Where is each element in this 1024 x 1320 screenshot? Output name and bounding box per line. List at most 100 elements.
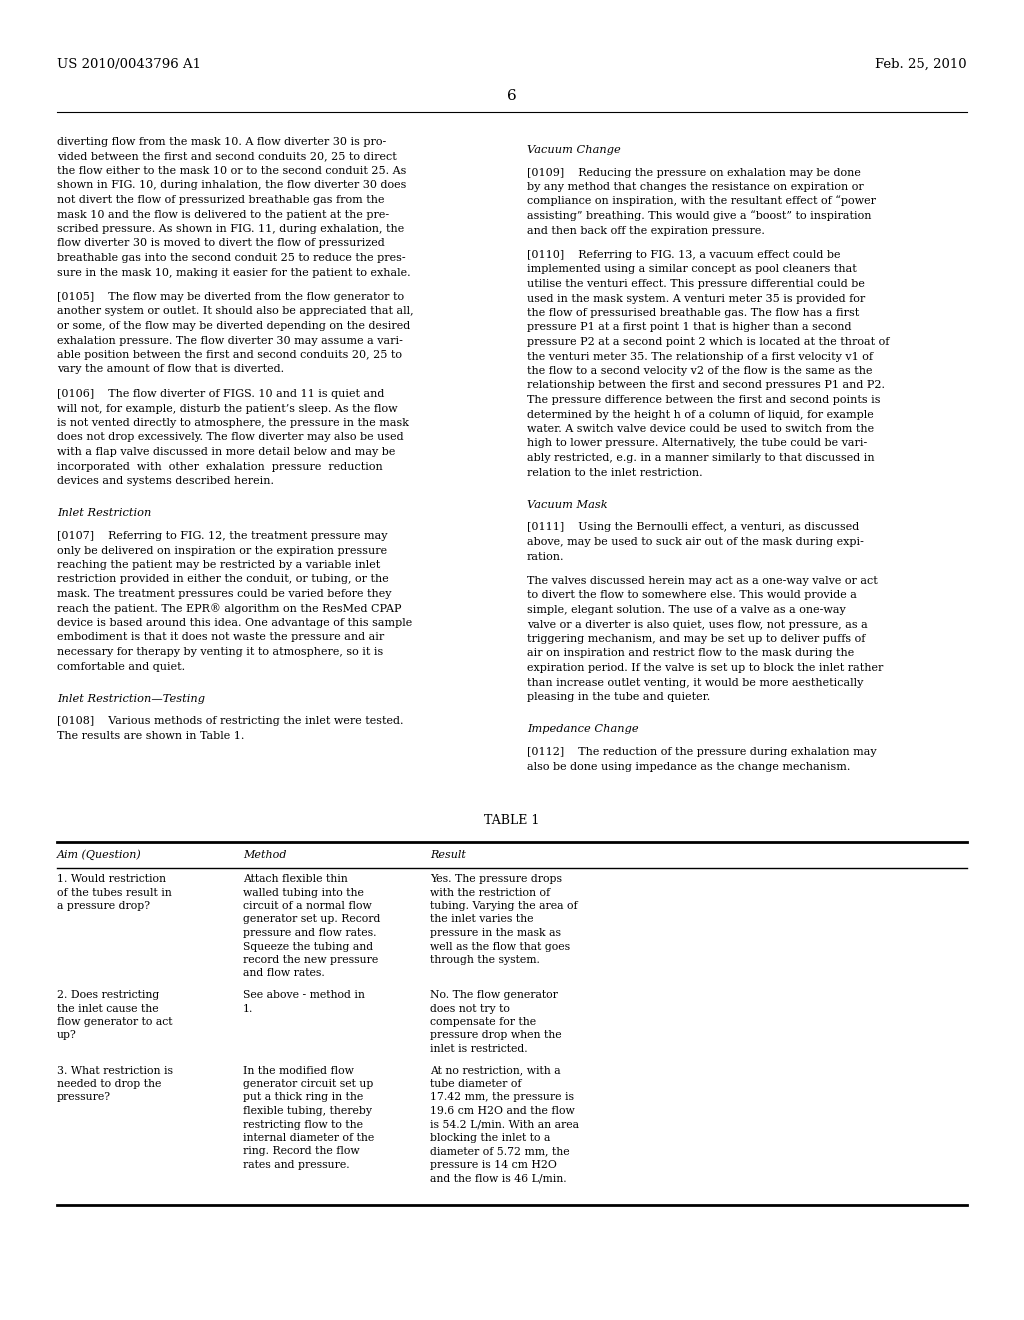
Text: The results are shown in Table 1.: The results are shown in Table 1.	[57, 731, 245, 741]
Text: ration.: ration.	[527, 552, 564, 561]
Text: water. A switch valve device could be used to switch from the: water. A switch valve device could be us…	[527, 424, 874, 434]
Text: [0106]    The flow diverter of FIGS. 10 and 11 is quiet and: [0106] The flow diverter of FIGS. 10 and…	[57, 389, 384, 399]
Text: mask. The treatment pressures could be varied before they: mask. The treatment pressures could be v…	[57, 589, 391, 599]
Text: expiration period. If the valve is set up to block the inlet rather: expiration period. If the valve is set u…	[527, 663, 884, 673]
Text: At no restriction, with a: At no restriction, with a	[430, 1065, 560, 1076]
Text: rates and pressure.: rates and pressure.	[243, 1160, 349, 1170]
Text: is not vented directly to atmosphere, the pressure in the mask: is not vented directly to atmosphere, th…	[57, 418, 409, 428]
Text: Squeeze the tubing and: Squeeze the tubing and	[243, 941, 373, 952]
Text: the inlet cause the: the inlet cause the	[57, 1003, 159, 1014]
Text: pleasing in the tube and quieter.: pleasing in the tube and quieter.	[527, 692, 711, 702]
Text: pressure drop when the: pressure drop when the	[430, 1031, 561, 1040]
Text: relation to the inlet restriction.: relation to the inlet restriction.	[527, 467, 702, 478]
Text: used in the mask system. A venturi meter 35 is provided for: used in the mask system. A venturi meter…	[527, 293, 865, 304]
Text: only be delivered on inspiration or the expiration pressure: only be delivered on inspiration or the …	[57, 545, 387, 556]
Text: Method: Method	[243, 850, 287, 861]
Text: flexible tubing, thereby: flexible tubing, thereby	[243, 1106, 372, 1115]
Text: 19.6 cm H2O and the flow: 19.6 cm H2O and the flow	[430, 1106, 574, 1115]
Text: The valves discussed herein may act as a one-way valve or act: The valves discussed herein may act as a…	[527, 576, 878, 586]
Text: [0111]    Using the Bernoulli effect, a venturi, as discussed: [0111] Using the Bernoulli effect, a ven…	[527, 523, 859, 532]
Text: Inlet Restriction—Testing: Inlet Restriction—Testing	[57, 694, 205, 704]
Text: diverting flow from the mask 10. A flow diverter 30 is pro-: diverting flow from the mask 10. A flow …	[57, 137, 386, 147]
Text: flow generator to act: flow generator to act	[57, 1016, 172, 1027]
Text: No. The flow generator: No. The flow generator	[430, 990, 558, 1001]
Text: 1. Would restriction: 1. Would restriction	[57, 874, 166, 884]
Text: generator circuit set up: generator circuit set up	[243, 1078, 374, 1089]
Text: 3. What restriction is: 3. What restriction is	[57, 1065, 173, 1076]
Text: pressure P1 at a first point 1 that is higher than a second: pressure P1 at a first point 1 that is h…	[527, 322, 852, 333]
Text: In the modified flow: In the modified flow	[243, 1065, 354, 1076]
Text: well as the flow that goes: well as the flow that goes	[430, 941, 570, 952]
Text: the flow of pressurised breathable gas. The flow has a first: the flow of pressurised breathable gas. …	[527, 308, 859, 318]
Text: than increase outlet venting, it would be more aesthetically: than increase outlet venting, it would b…	[527, 677, 863, 688]
Text: utilise the venturi effect. This pressure differential could be: utilise the venturi effect. This pressur…	[527, 279, 865, 289]
Text: [0112]    The reduction of the pressure during exhalation may: [0112] The reduction of the pressure dur…	[527, 747, 877, 756]
Text: circuit of a normal flow: circuit of a normal flow	[243, 902, 372, 911]
Text: to divert the flow to somewhere else. This would provide a: to divert the flow to somewhere else. Th…	[527, 590, 857, 601]
Text: the flow either to the mask 10 or to the second conduit 25. As: the flow either to the mask 10 or to the…	[57, 166, 407, 176]
Text: also be done using impedance as the change mechanism.: also be done using impedance as the chan…	[527, 762, 850, 771]
Text: pressure is 14 cm H2O: pressure is 14 cm H2O	[430, 1160, 557, 1170]
Text: Result: Result	[430, 850, 466, 861]
Text: [0110]    Referring to FIG. 13, a vacuum effect could be: [0110] Referring to FIG. 13, a vacuum ef…	[527, 249, 841, 260]
Text: reach the patient. The EPR® algorithm on the ResMed CPAP: reach the patient. The EPR® algorithm on…	[57, 603, 401, 614]
Text: and the flow is 46 L/min.: and the flow is 46 L/min.	[430, 1173, 566, 1184]
Text: vided between the first and second conduits 20, 25 to direct: vided between the first and second condu…	[57, 152, 396, 161]
Text: determined by the height h of a column of liquid, for example: determined by the height h of a column o…	[527, 409, 873, 420]
Text: pressure in the mask as: pressure in the mask as	[430, 928, 561, 939]
Text: ring. Record the flow: ring. Record the flow	[243, 1147, 359, 1156]
Text: restriction provided in either the conduit, or tubing, or the: restriction provided in either the condu…	[57, 574, 389, 585]
Text: 6: 6	[507, 88, 517, 103]
Text: above, may be used to suck air out of the mask during expi-: above, may be used to suck air out of th…	[527, 537, 864, 546]
Text: Impedance Change: Impedance Change	[527, 725, 639, 734]
Text: a pressure drop?: a pressure drop?	[57, 902, 150, 911]
Text: reaching the patient may be restricted by a variable inlet: reaching the patient may be restricted b…	[57, 560, 380, 570]
Text: devices and systems described herein.: devices and systems described herein.	[57, 477, 274, 486]
Text: exhalation pressure. The flow diverter 30 may assume a vari-: exhalation pressure. The flow diverter 3…	[57, 335, 402, 346]
Text: internal diameter of the: internal diameter of the	[243, 1133, 374, 1143]
Text: [0109]    Reducing the pressure on exhalation may be done: [0109] Reducing the pressure on exhalati…	[527, 168, 861, 177]
Text: scribed pressure. As shown in FIG. 11, during exhalation, the: scribed pressure. As shown in FIG. 11, d…	[57, 224, 404, 234]
Text: Inlet Restriction: Inlet Restriction	[57, 508, 152, 519]
Text: US 2010/0043796 A1: US 2010/0043796 A1	[57, 58, 201, 71]
Text: high to lower pressure. Alternatively, the tube could be vari-: high to lower pressure. Alternatively, t…	[527, 438, 867, 449]
Text: with the restriction of: with the restriction of	[430, 887, 550, 898]
Text: simple, elegant solution. The use of a valve as a one-way: simple, elegant solution. The use of a v…	[527, 605, 846, 615]
Text: Attach flexible thin: Attach flexible thin	[243, 874, 348, 884]
Text: able position between the first and second conduits 20, 25 to: able position between the first and seco…	[57, 350, 402, 360]
Text: device is based around this idea. One advantage of this sample: device is based around this idea. One ad…	[57, 618, 413, 628]
Text: pressure?: pressure?	[57, 1093, 111, 1102]
Text: Vacuum Mask: Vacuum Mask	[527, 500, 607, 510]
Text: inlet is restricted.: inlet is restricted.	[430, 1044, 527, 1053]
Text: with a flap valve discussed in more detail below and may be: with a flap valve discussed in more deta…	[57, 447, 395, 457]
Text: sure in the mask 10, making it easier for the patient to exhale.: sure in the mask 10, making it easier fo…	[57, 268, 411, 277]
Text: assisting” breathing. This would give a “boost” to inspiration: assisting” breathing. This would give a …	[527, 210, 871, 220]
Text: 17.42 mm, the pressure is: 17.42 mm, the pressure is	[430, 1093, 574, 1102]
Text: tube diameter of: tube diameter of	[430, 1078, 521, 1089]
Text: of the tubes result in: of the tubes result in	[57, 887, 172, 898]
Text: incorporated  with  other  exhalation  pressure  reduction: incorporated with other exhalation press…	[57, 462, 383, 471]
Text: pressure and flow rates.: pressure and flow rates.	[243, 928, 377, 939]
Text: walled tubing into the: walled tubing into the	[243, 887, 364, 898]
Text: put a thick ring in the: put a thick ring in the	[243, 1093, 364, 1102]
Text: implemented using a similar concept as pool cleaners that: implemented using a similar concept as p…	[527, 264, 857, 275]
Text: 2. Does restricting: 2. Does restricting	[57, 990, 160, 1001]
Text: valve or a diverter is also quiet, uses flow, not pressure, as a: valve or a diverter is also quiet, uses …	[527, 619, 867, 630]
Text: and flow rates.: and flow rates.	[243, 969, 325, 978]
Text: [0107]    Referring to FIG. 12, the treatment pressure may: [0107] Referring to FIG. 12, the treatme…	[57, 531, 387, 541]
Text: record the new pressure: record the new pressure	[243, 954, 378, 965]
Text: See above - method in: See above - method in	[243, 990, 365, 1001]
Text: blocking the inlet to a: blocking the inlet to a	[430, 1133, 550, 1143]
Text: or some, of the flow may be diverted depending on the desired: or some, of the flow may be diverted dep…	[57, 321, 411, 331]
Text: 1.: 1.	[243, 1003, 253, 1014]
Text: up?: up?	[57, 1031, 77, 1040]
Text: flow diverter 30 is moved to divert the flow of pressurized: flow diverter 30 is moved to divert the …	[57, 239, 385, 248]
Text: does not try to: does not try to	[430, 1003, 510, 1014]
Text: TABLE 1: TABLE 1	[484, 814, 540, 828]
Text: the inlet varies the: the inlet varies the	[430, 915, 534, 924]
Text: will not, for example, disturb the patient’s sleep. As the flow: will not, for example, disturb the patie…	[57, 404, 397, 413]
Text: does not drop excessively. The flow diverter may also be used: does not drop excessively. The flow dive…	[57, 433, 403, 442]
Text: compensate for the: compensate for the	[430, 1016, 537, 1027]
Text: compliance on inspiration, with the resultant effect of “power: compliance on inspiration, with the resu…	[527, 195, 876, 206]
Text: restricting flow to the: restricting flow to the	[243, 1119, 362, 1130]
